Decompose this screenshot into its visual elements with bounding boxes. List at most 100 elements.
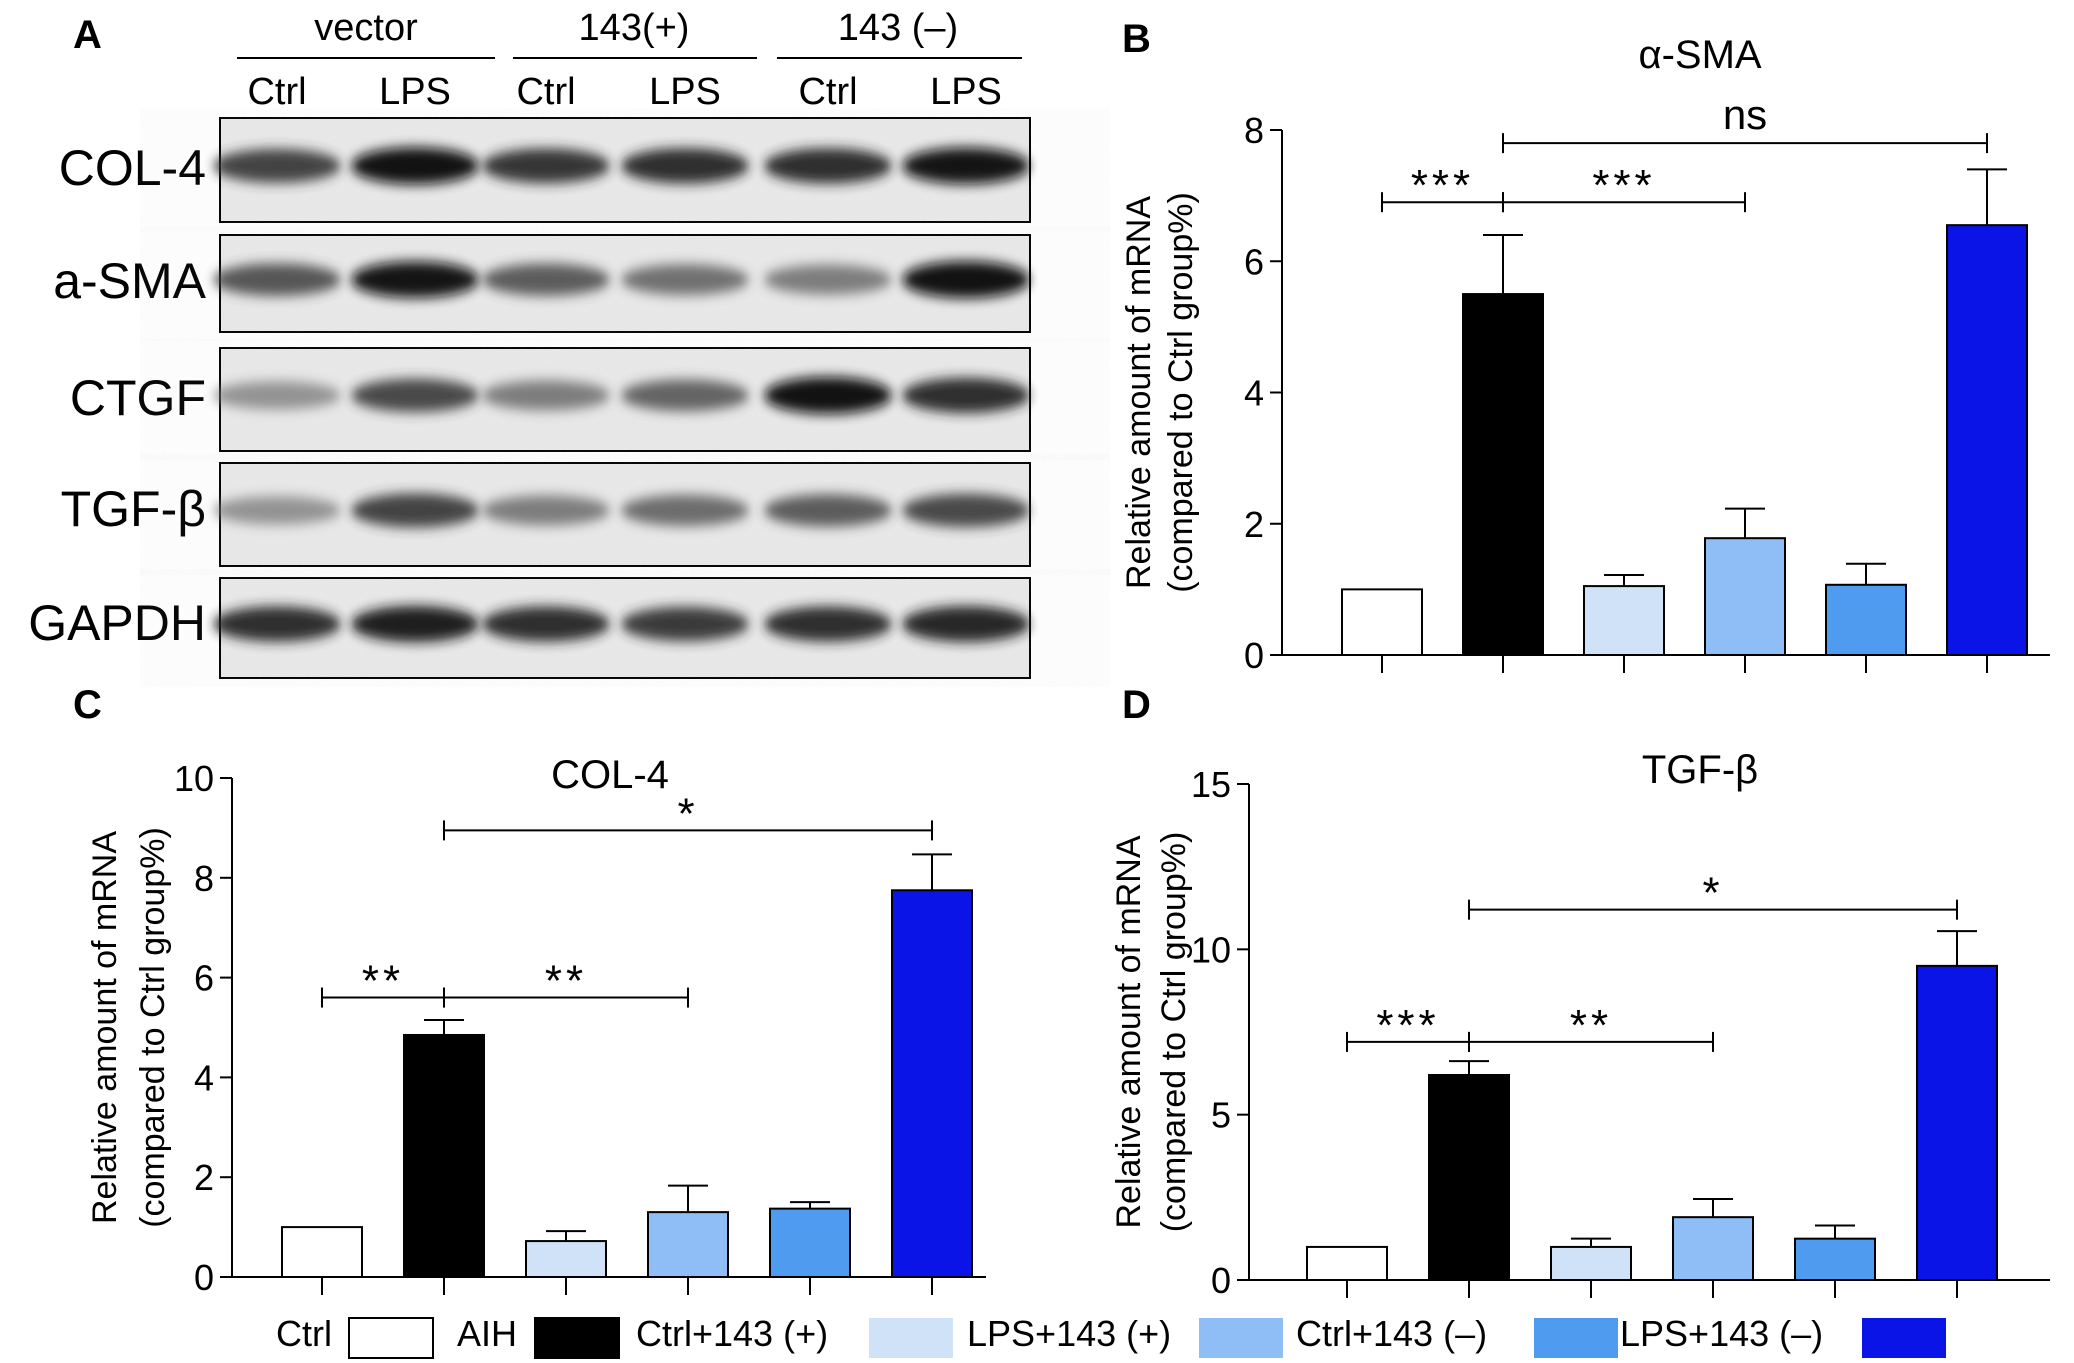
y-axis-label: Relative amount of mRNA [1120, 196, 1158, 589]
panel-letter-c: C [73, 683, 102, 727]
significance-label: * [677, 789, 698, 838]
y-axis-label: (compared to Ctrl group%) [134, 827, 172, 1228]
blot-band [902, 606, 1030, 642]
blot-strips [213, 117, 1031, 679]
bar-chart-d: TGF-β Relative amount of mRNA (compared to… [1110, 748, 2050, 1301]
chart-title: α-SMA [1638, 33, 1761, 77]
legend-swatch-ctrl-143-plus [869, 1318, 953, 1358]
bar [525, 1240, 607, 1279]
legend-swatch-ctrl-143-minus [1534, 1318, 1618, 1358]
y-axis-label: (compared to Ctrl group%) [1155, 832, 1193, 1233]
western-blot: vector 143(+) 143 (–) Ctrl LPS Ctrl LPS … [28, 7, 1031, 679]
blot-row-label-asma: a-SMA [53, 253, 206, 309]
blot-band [621, 379, 749, 412]
blot-lane-label: Ctrl [798, 71, 857, 113]
blot-row-label-gapdh: GAPDH [28, 595, 206, 651]
significance-label: *** [1592, 161, 1655, 210]
y-tick-label: 0 [1244, 635, 1264, 676]
legend-swatch-lps-143-plus [1199, 1318, 1283, 1358]
legend-label-ctrl-143-minus: Ctrl+143 (–) [1296, 1313, 1487, 1354]
y-axis-label: (compared to Ctrl group%) [1162, 192, 1200, 593]
blot-band [482, 495, 610, 526]
bar [1672, 1216, 1754, 1282]
bar [1583, 585, 1665, 656]
bar [1825, 583, 1907, 656]
blot-band [482, 380, 610, 411]
blot-lane-label: Ctrl [516, 71, 575, 113]
y-axis-label: Relative amount of mRNA [1110, 835, 1148, 1228]
blot-group-label-vector: vector [314, 7, 418, 49]
y-tick-label: 8 [1244, 110, 1264, 151]
blot-band [351, 605, 479, 643]
blot-band [351, 261, 479, 298]
bar [1946, 224, 2028, 656]
blot-band [351, 378, 479, 413]
blot-band [213, 606, 341, 642]
bar [1916, 964, 1998, 1281]
blot-group-label-143-plus: 143(+) [579, 7, 690, 49]
y-tick-label: 2 [194, 1157, 214, 1198]
legend-swatch-aih [534, 1317, 620, 1359]
blot-band [764, 606, 892, 642]
bar [1704, 537, 1786, 656]
panel-letter-a: A [73, 13, 102, 57]
y-tick-label: 2 [1244, 504, 1264, 545]
y-tick-label: 6 [1244, 241, 1264, 282]
blot-band [902, 261, 1030, 299]
blot-band [621, 606, 749, 642]
blot-group-label-143-minus: 143 (–) [838, 7, 958, 49]
bar-chart-c: COL-4 Relative amount of mRNA (compared to… [86, 753, 986, 1298]
y-tick-label: 4 [1244, 373, 1264, 414]
legend-label-ctrl-143-plus: Ctrl+143 (+) [636, 1313, 828, 1354]
chart-title: TGF-β [1642, 748, 1758, 792]
bar [1462, 293, 1544, 656]
blot-lane-label: Ctrl [247, 71, 306, 113]
bar [891, 889, 973, 1279]
blot-band [621, 148, 749, 184]
blot-band [482, 606, 610, 642]
blot-band [213, 496, 341, 525]
y-tick-label: 10 [174, 758, 214, 799]
bar [647, 1211, 729, 1279]
panel-letter-d: D [1122, 683, 1151, 727]
bar [1550, 1245, 1632, 1282]
blot-band [764, 148, 892, 184]
bar [1794, 1237, 1876, 1281]
chart-title: COL-4 [551, 753, 669, 797]
blot-band [764, 264, 892, 295]
significance-label: *** [1376, 1001, 1439, 1050]
bar [1341, 588, 1423, 656]
significance-label: ns [1723, 91, 1767, 138]
blot-band [213, 263, 341, 296]
blot-row-label-ctgf: CTGF [70, 370, 206, 426]
significance-label: ** [362, 957, 404, 1006]
significance-label: *** [1411, 161, 1474, 210]
bar [281, 1226, 363, 1278]
y-tick-label: 8 [194, 858, 214, 899]
bar [1306, 1245, 1388, 1282]
panel-letter-b: B [1122, 17, 1151, 61]
legend-label-aih: AIH [457, 1313, 517, 1354]
blot-band [482, 263, 610, 296]
legend-label-lps-143-minus: LPS+143 (–) [1620, 1313, 1823, 1354]
blot-lane-label: LPS [930, 71, 1002, 113]
blot-row-label-tgfb: TGF-β [61, 481, 206, 537]
blot-band [213, 381, 341, 410]
legend-swatch-ctrl [348, 1317, 434, 1359]
y-tick-label: 4 [194, 1057, 214, 1098]
bar [1428, 1073, 1510, 1282]
blot-band [902, 377, 1030, 414]
blot-lane-label: LPS [649, 71, 721, 113]
blot-lane-label: LPS [379, 71, 451, 113]
significance-label: ** [545, 957, 587, 1006]
bar [403, 1033, 485, 1278]
significance-label: ** [1570, 1001, 1612, 1050]
y-tick-label: 15 [1191, 764, 1231, 805]
bar-chart-b: α-SMA Relative amount of mRNA (compared to… [1120, 33, 2050, 676]
y-tick-label: 6 [194, 958, 214, 999]
blot-band [764, 494, 892, 527]
legend-label-ctrl: Ctrl [276, 1313, 332, 1354]
blot-band [764, 376, 892, 414]
